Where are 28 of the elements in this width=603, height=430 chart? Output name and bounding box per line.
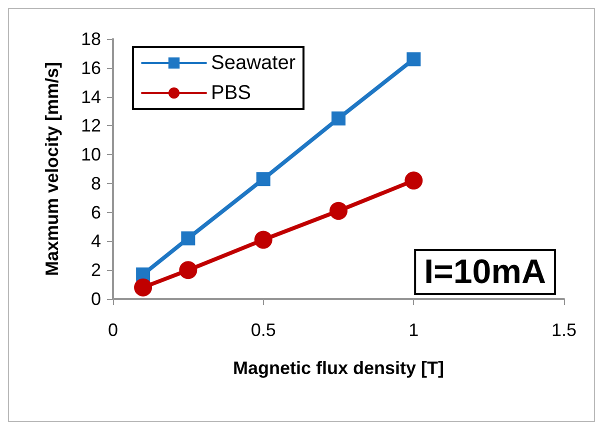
y-tick-label: 10 <box>80 144 101 165</box>
x-axis-title: Magnetic flux density [T] <box>232 358 444 378</box>
legend-label: PBS <box>211 82 252 104</box>
x-tick-label: 1 <box>408 320 419 340</box>
y-axis-title: Maxmum velocity [mm/s] <box>42 62 62 276</box>
y-tick-label: 4 <box>90 231 101 252</box>
annotation: I=10mA <box>424 253 546 291</box>
point <box>332 111 346 126</box>
point <box>181 231 196 246</box>
y-tick-label: 8 <box>90 173 101 194</box>
y-tick-label: 12 <box>80 116 101 136</box>
point <box>254 230 272 249</box>
y-tick-label: 18 <box>80 29 101 49</box>
x-tick-label: 1.5 <box>551 320 577 340</box>
point <box>256 172 270 186</box>
y-tick-label: 2 <box>90 260 101 280</box>
point <box>134 278 152 296</box>
y-tick-label: 6 <box>90 202 101 222</box>
legend-label: Seawater <box>211 52 296 74</box>
point <box>404 172 423 190</box>
x-tick-label: 0 <box>108 320 118 340</box>
point <box>406 52 421 66</box>
y-tick-label: 0 <box>90 289 101 309</box>
point <box>179 261 198 280</box>
x-tick-label: 0.5 <box>250 320 276 340</box>
y-tick-label: 16 <box>80 58 101 78</box>
point <box>330 202 348 220</box>
y-tick-label: 14 <box>80 86 101 107</box>
